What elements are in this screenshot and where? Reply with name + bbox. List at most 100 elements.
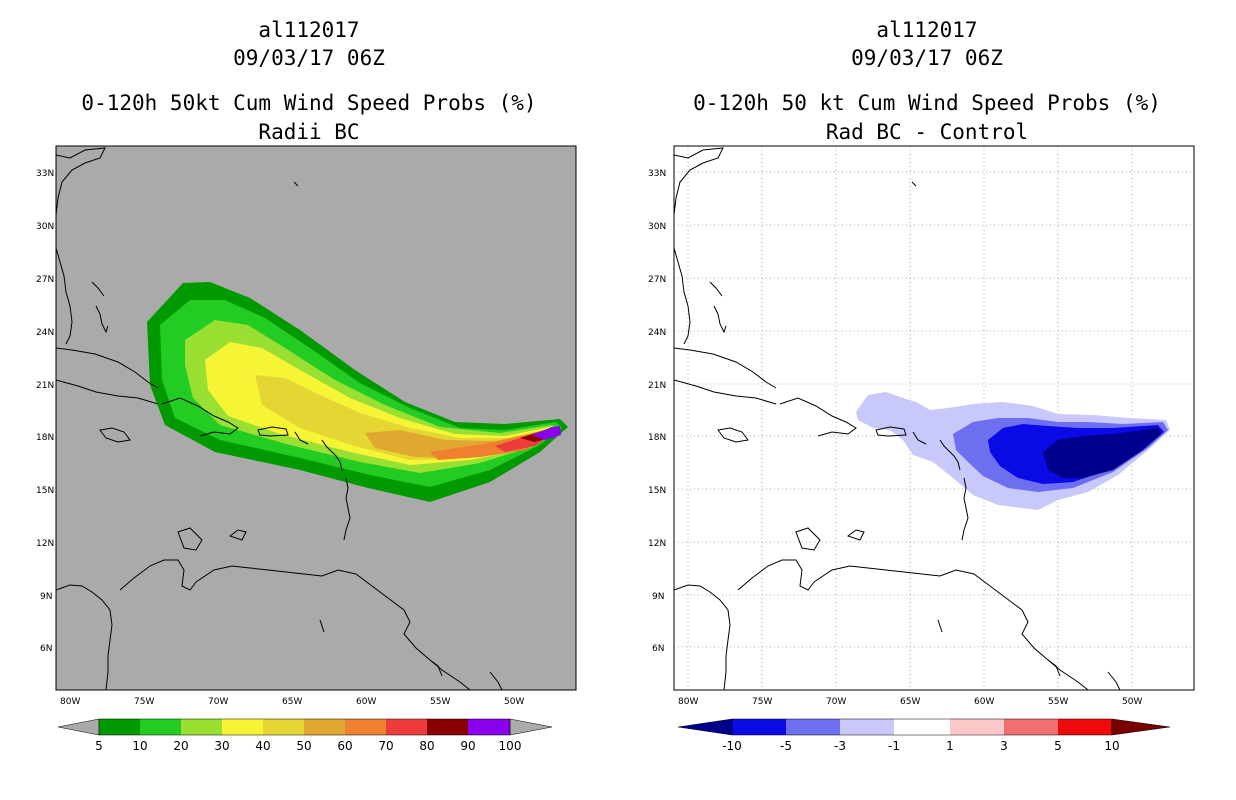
lat-tick: 18N xyxy=(36,433,54,443)
colorbar-right: -10 -5 -3 -1 1 3 5 10 xyxy=(677,718,1171,753)
colorbar-arrow-low xyxy=(677,718,733,736)
diff-contour-minus10 xyxy=(1043,428,1161,478)
colorbar-swatch xyxy=(950,719,1004,735)
lon-tick: 55W xyxy=(430,697,450,707)
colorbar-arrow-high xyxy=(509,718,553,736)
lat-tick: 9N xyxy=(652,592,664,602)
lon-tick: 75W xyxy=(752,697,772,707)
lon-tick: 80W xyxy=(678,697,698,707)
datetime: 09/03/17 06Z xyxy=(851,46,1003,70)
lon-tick: 80W xyxy=(60,697,80,707)
colorbar-swatch xyxy=(786,719,840,735)
lat-tick: 33N xyxy=(648,169,666,179)
colorbar-swatch xyxy=(181,719,222,735)
colorbar-label: 100 xyxy=(499,739,522,753)
left-map: 33N 30N 27N 24N 21N 18N 15N 12N 9N 6N 80… xyxy=(36,145,577,753)
lat-tick: 12N xyxy=(648,539,666,549)
colorbar-label: -3 xyxy=(834,739,846,753)
colorbar-swatch xyxy=(99,719,140,735)
colorbar-swatch xyxy=(732,719,786,735)
lat-tick: 27N xyxy=(36,275,54,285)
colorbar-label: 30 xyxy=(214,739,229,753)
lat-tick: 24N xyxy=(648,328,666,338)
coastlines xyxy=(674,147,1121,690)
lat-tick: 6N xyxy=(40,644,52,654)
prob-contour-40 xyxy=(255,375,552,460)
colorbar-label: -1 xyxy=(888,739,900,753)
colorbar-label: 10 xyxy=(1104,739,1119,753)
lon-tick: 50W xyxy=(504,697,524,707)
lon-tick: 75W xyxy=(134,697,154,707)
colorbar-arrow-low xyxy=(57,718,100,736)
colorbar-swatch xyxy=(1058,719,1112,735)
colorbar-label: -5 xyxy=(780,739,792,753)
colorbar-swatch xyxy=(140,719,181,735)
lat-tick: 15N xyxy=(36,486,54,496)
lat-axis: 33N 30N 27N 24N 21N 18N 15N 12N 9N 6N xyxy=(648,169,666,654)
lon-tick: 70W xyxy=(826,697,846,707)
colorbar-label: 40 xyxy=(255,739,270,753)
colorbar-arrow-high xyxy=(1111,718,1171,736)
colorbar-label: 70 xyxy=(378,739,393,753)
colorbar-swatch xyxy=(263,719,304,735)
prob-contour-60 xyxy=(430,430,551,460)
colorbar-swatch xyxy=(894,719,950,735)
colorbar-label: 5 xyxy=(95,739,103,753)
lat-tick: 15N xyxy=(648,486,666,496)
colorbar-swatch xyxy=(840,719,894,735)
lat-axis: 33N 30N 27N 24N 21N 18N 15N 12N 9N 6N xyxy=(36,169,54,654)
storm-id: al112017 xyxy=(258,18,360,42)
map-frame xyxy=(55,145,577,691)
colorbar-label: 1 xyxy=(946,739,954,753)
lon-tick: 65W xyxy=(282,697,302,707)
lon-tick: 70W xyxy=(208,697,228,707)
lat-tick: 30N xyxy=(36,222,54,232)
lat-tick: 24N xyxy=(36,328,54,338)
lat-tick: 27N xyxy=(648,275,666,285)
colorbar-swatch xyxy=(222,719,263,735)
colorbar-label: 3 xyxy=(1000,739,1008,753)
lon-tick: 55W xyxy=(1048,697,1068,707)
coastlines xyxy=(56,147,503,690)
left-panel: al112017 09/03/17 06Z 0-120h 50kt Cum Wi… xyxy=(36,18,577,753)
colorbar-swatch xyxy=(427,719,468,735)
right-panel: al112017 09/03/17 06Z 0-120h 50 kt Cum W… xyxy=(618,0,1236,800)
colorbar-swatch xyxy=(345,719,386,735)
lon-tick: 60W xyxy=(356,697,376,707)
colorbar-label: 20 xyxy=(173,739,188,753)
colorbar-label: -10 xyxy=(722,739,742,753)
map-subtitle: Rad BC - Control xyxy=(825,120,1029,144)
prob-contour-90 xyxy=(532,426,561,440)
colorbar-label: 80 xyxy=(419,739,434,753)
colorbar-swatch xyxy=(386,719,427,735)
lat-tick: 30N xyxy=(648,222,666,232)
colorbar-label: 5 xyxy=(1054,739,1062,753)
lat-tick: 21N xyxy=(36,381,54,391)
lat-tick: 6N xyxy=(652,644,664,654)
storm-id: al112017 xyxy=(876,18,978,42)
colorbar-label: 90 xyxy=(460,739,475,753)
lat-tick: 9N xyxy=(40,592,52,602)
map-frame xyxy=(673,145,1195,691)
lon-axis: 80W 75W 70W 65W 60W 55W 50W xyxy=(678,697,1142,707)
right-map: 33N 30N 27N 24N 21N 18N 15N 12N 9N 6N 80… xyxy=(648,145,1195,753)
lon-tick: 65W xyxy=(900,697,920,707)
datetime: 09/03/17 06Z xyxy=(233,46,385,70)
colorbar-swatch xyxy=(304,719,345,735)
colorbar-left: 5 10 20 30 40 50 60 70 80 90 100 xyxy=(57,718,553,753)
colorbar-swatch xyxy=(468,719,510,735)
lat-tick: 12N xyxy=(36,539,54,549)
lon-tick: 50W xyxy=(1122,697,1142,707)
lon-axis: 80W 75W 70W 65W 60W 55W 50W xyxy=(60,697,524,707)
prob-contour-30 xyxy=(205,342,555,465)
colorbar-label: 60 xyxy=(337,739,352,753)
colorbar-label: 10 xyxy=(132,739,147,753)
lon-tick: 60W xyxy=(974,697,994,707)
lat-tick: 18N xyxy=(648,433,666,443)
colorbar-label: 50 xyxy=(296,739,311,753)
colorbar-swatch xyxy=(1004,719,1058,735)
map-title: 0-120h 50 kt Cum Wind Speed Probs (%) xyxy=(693,91,1161,115)
map-subtitle: Radii BC xyxy=(258,120,360,144)
map-title: 0-120h 50kt Cum Wind Speed Probs (%) xyxy=(81,91,537,115)
lat-tick: 33N xyxy=(36,169,54,179)
